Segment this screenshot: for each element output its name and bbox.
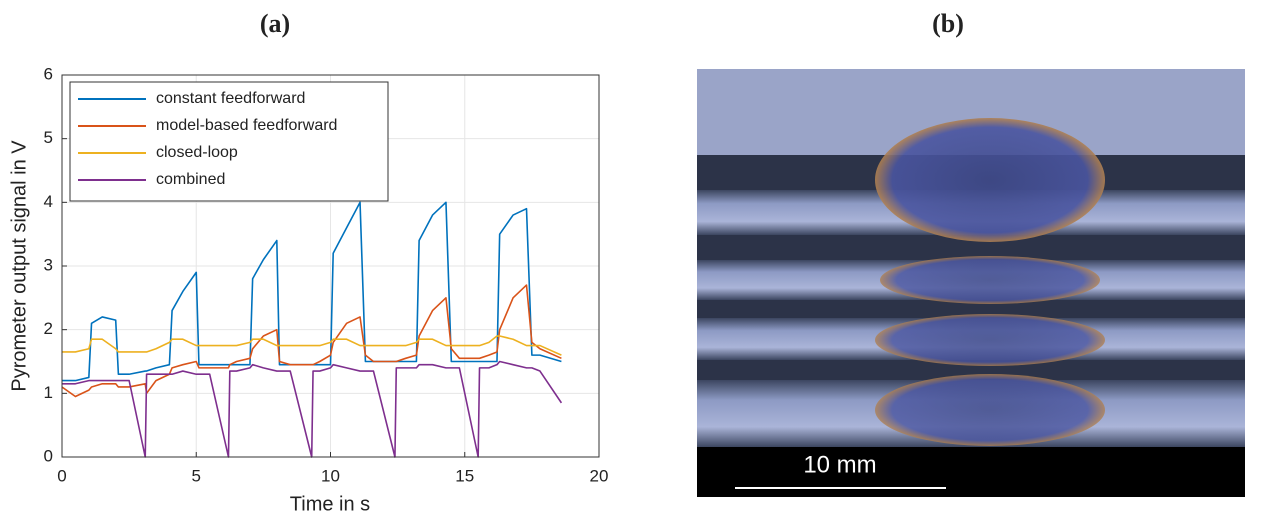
data-line: [62, 360, 563, 458]
y-tick-label: 4: [44, 192, 53, 211]
x-tick-label: 0: [57, 466, 66, 485]
data-line: [62, 335, 562, 356]
y-tick-label: 3: [44, 255, 53, 274]
y-tick-label: 5: [44, 128, 53, 147]
y-tick-label: 6: [44, 64, 53, 83]
plot-area: 0 1 2 3 4 5 6 0 5 10 15 20 constant feedforward model…: [44, 64, 609, 485]
x-tick-label: 10: [321, 466, 340, 485]
y-tick-label: 2: [44, 319, 53, 338]
scale-label: 10 mm: [803, 451, 876, 478]
x-tick-label: 20: [590, 466, 609, 485]
legend-label: constant feedforward: [156, 90, 305, 107]
panel-a-title: (a): [260, 9, 290, 38]
x-tick-label: 5: [192, 466, 201, 485]
legend: constant feedforward model-based feedforw…: [69, 81, 389, 202]
y-tick-label: 0: [44, 446, 53, 465]
y-axis-label: Pyrometer output signal in V: [8, 140, 30, 392]
legend-box: [69, 81, 389, 202]
legend-label: model-based feedforward: [156, 117, 337, 134]
x-axis-label: Time in s: [290, 493, 370, 515]
x-tick-label: 15: [455, 466, 474, 485]
photo: 10 mm: [697, 69, 1245, 497]
panel-b-title: (b): [932, 9, 964, 38]
legend-label: closed-loop: [156, 144, 238, 161]
y-tick-label: 1: [44, 383, 53, 402]
legend-label: combined: [156, 171, 225, 188]
axes-box: [61, 74, 600, 458]
